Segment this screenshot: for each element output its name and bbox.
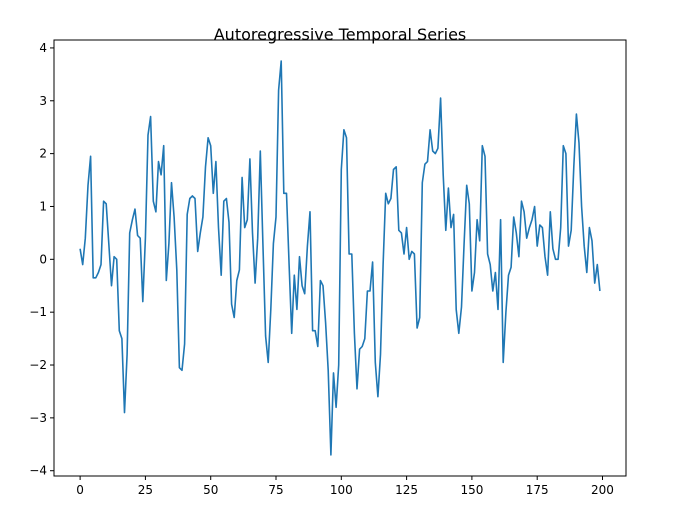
x-tick-label: 75 [268, 483, 283, 497]
x-tick-label: 150 [460, 483, 483, 497]
x-tick-label: 175 [526, 483, 549, 497]
series-line [79, 60, 601, 456]
x-tick-label: 125 [395, 483, 418, 497]
y-tick-label: −4 [29, 464, 47, 478]
x-tick-label: 25 [138, 483, 153, 497]
chart-title: Autoregressive Temporal Series [214, 25, 467, 44]
x-tick-label: 100 [330, 483, 353, 497]
y-tick-label: 1 [39, 199, 47, 213]
plot-area: 0 25 50 75 100 125 150 175 200 −4 −3 −2 −1 0 1 2 3 4 [29, 41, 614, 497]
y-tick-label: −1 [29, 305, 47, 319]
x-tick-label: 50 [203, 483, 218, 497]
x-tick-label: 200 [591, 483, 614, 497]
y-tick-label: 0 [39, 252, 47, 266]
axes-frame [53, 39, 627, 477]
y-tick-label: 3 [39, 94, 47, 108]
x-tick-label: 0 [76, 483, 84, 497]
y-tick-label: −3 [29, 411, 47, 425]
y-tick-label: 4 [39, 41, 47, 55]
y-tick-label: −2 [29, 358, 47, 372]
y-tick-label: 2 [39, 147, 47, 161]
